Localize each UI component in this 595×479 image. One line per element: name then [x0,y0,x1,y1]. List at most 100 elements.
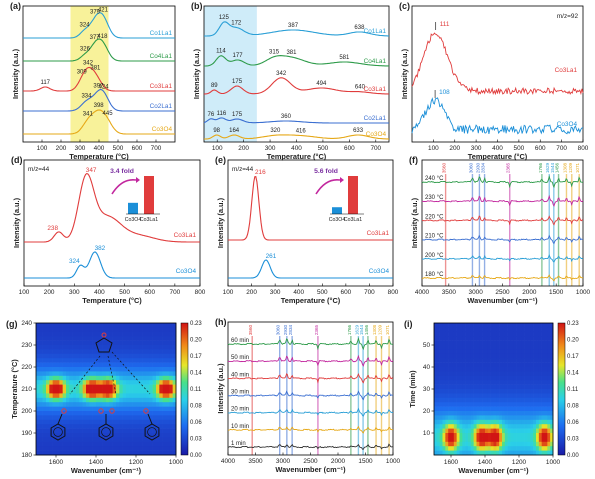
heat-cell [152,411,157,416]
heat-cell [46,327,50,333]
heat-cell [544,331,548,337]
heat-cell [536,415,540,421]
heat-cell [470,353,474,359]
heat-cell [456,367,460,372]
heat-cell [86,331,90,337]
heat-cell [462,402,466,407]
heat-cell [493,433,497,438]
heat-cell [536,441,540,447]
heat-cell [439,402,443,407]
heat-cell [49,424,53,429]
heat-cell [62,336,67,341]
heat-cell [46,336,50,341]
heat-cell [106,389,110,394]
heat-cell [42,380,47,385]
heat-cell [502,384,506,390]
heat-cell [439,441,443,447]
heat-cell [52,389,57,394]
heat-cell [142,331,147,337]
heat-cell [468,397,472,403]
heat-cell [39,437,43,443]
heat-cell [479,362,483,368]
series-line-Co3O4 [204,134,389,140]
heat-cell [541,336,545,341]
heat-cell [152,327,157,333]
y-tick-label-240: 240 [21,320,32,327]
heat-cell [482,345,486,350]
heat-cell [524,424,528,429]
heat-cell [510,340,514,346]
highlight-region [70,6,109,142]
heat-cell [536,446,540,451]
heat-cell [462,393,466,399]
heat-cell [146,349,150,355]
heat-cell [116,450,120,456]
heat-cell [547,393,551,399]
heat-cell [468,384,472,390]
heat-cell [445,380,449,385]
heat-cell [49,441,53,447]
heat-cell [453,349,457,355]
heat-cell [112,406,117,412]
time-label-6: 1 min [231,441,246,447]
heat-cell [513,415,517,421]
heat-cell [146,397,150,403]
band-label-2930: 2930 [283,324,288,335]
heat-cell [66,353,70,359]
heat-cell [476,424,480,429]
heat-cell [487,450,491,456]
heat-cell [59,336,63,341]
heat-cell [99,397,103,403]
heat-cell [169,375,173,381]
heat-cell [159,375,163,381]
heat-cell [166,323,170,328]
heat-cell [510,411,514,416]
heat-cell [46,353,50,359]
heat-cell [442,353,446,359]
heat-cell [162,336,167,341]
heat-cell [149,358,153,363]
heat-cell [453,441,457,447]
y-axis-label: Intensity (a.u.) [216,197,225,248]
heat-cell [496,358,500,363]
heat-cell [112,349,117,355]
heat-cell [487,384,491,390]
x-tick-label-800: 800 [388,289,399,296]
spectrum-time-2 [227,372,394,384]
heat-cell [69,331,73,337]
x-tick-label-1600: 1600 [444,459,459,466]
heat-cell [456,402,460,407]
heat-cell [490,375,494,381]
heat-cell [439,419,443,425]
heat-cell [513,331,517,337]
heat-cell [62,384,67,390]
heat-cell [533,393,537,399]
heat-cell [544,375,548,381]
heat-cell [451,371,455,377]
heat-cell [39,397,43,403]
heat-cell [79,345,83,350]
heat-cell [476,327,480,333]
heat-cell [99,402,103,407]
heat-cell [159,353,163,359]
heat-cell [122,345,127,350]
heat-cell [496,419,500,425]
heat-cell [62,358,67,363]
heat-cell [434,367,438,372]
heat-cell [119,437,123,443]
heat-cell [487,441,491,447]
heat-cell [79,367,83,372]
heat-cell [156,371,160,377]
heat-cell [139,393,143,399]
band-label-3060: 3060 [468,162,473,173]
heat-cell [459,389,463,394]
heat-cell [451,340,455,346]
inset-bar-label-Co3O4: Co3O4 [125,217,142,223]
peak-label-416: 416 [296,129,307,135]
heat-cell [69,349,73,355]
heat-cell [507,446,511,451]
heat-cell [86,340,90,346]
heat-cell [519,406,523,412]
heat-cell [513,424,517,429]
x-tick-label-1200: 1200 [512,459,527,466]
